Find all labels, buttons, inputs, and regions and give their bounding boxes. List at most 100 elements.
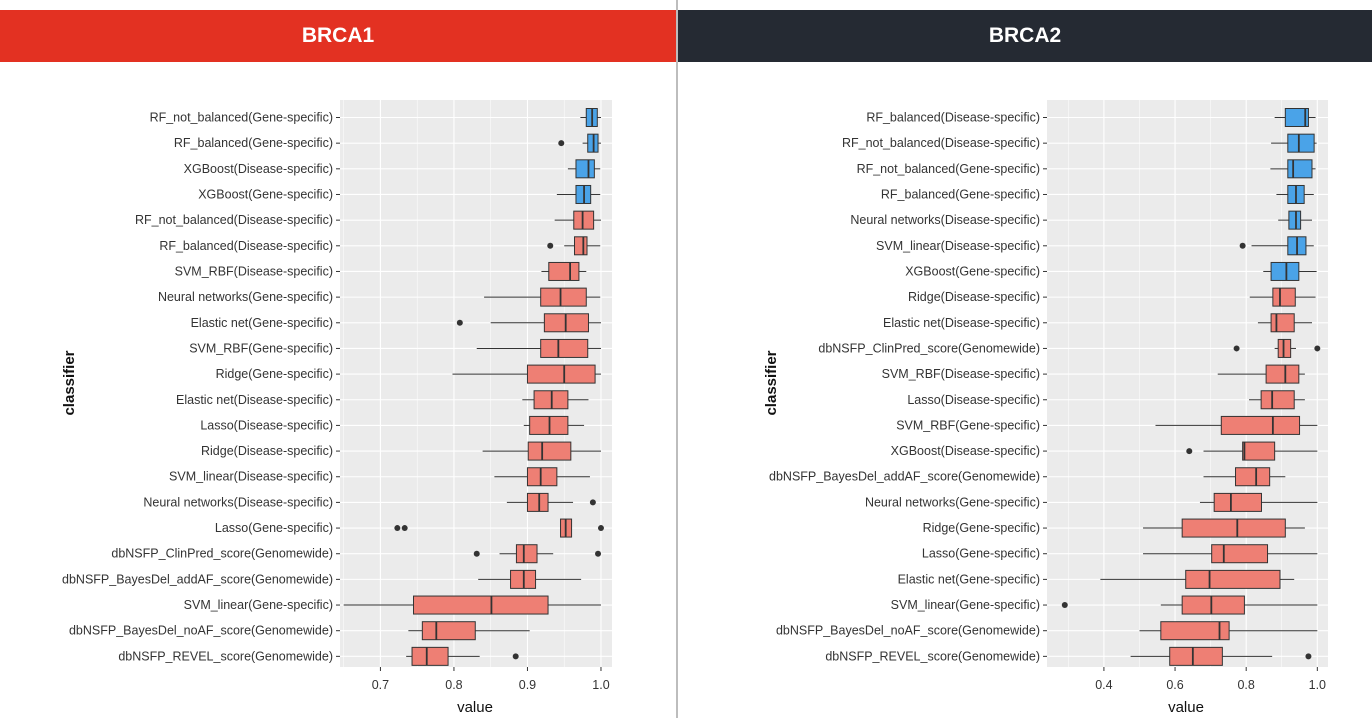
y-tick-label: RF_balanced(Disease-specific) xyxy=(159,239,333,253)
box-5 xyxy=(1239,236,1314,256)
box-13 xyxy=(482,441,601,461)
box-iqr xyxy=(1169,646,1223,666)
brca2-title: BRCA2 xyxy=(988,24,1062,47)
box-iqr xyxy=(1185,569,1281,589)
y-tick-label: Elastic net(Gene-specific) xyxy=(191,316,333,330)
box-6 xyxy=(541,261,587,281)
panel-divider xyxy=(676,0,678,718)
y-tick-label: dbNSFP_ClinPred_score(Genomewide) xyxy=(818,341,1040,355)
outlier-point xyxy=(1239,242,1246,249)
y-tick-label: Ridge(Disease-specific) xyxy=(908,290,1040,304)
y-tick-label: SVM_linear(Disease-specific) xyxy=(876,239,1040,253)
box-21 xyxy=(406,646,519,666)
x-axis-title: value xyxy=(457,699,493,716)
box-16 xyxy=(394,518,604,538)
box-11 xyxy=(1249,390,1305,410)
box-0 xyxy=(1274,108,1316,127)
outlier-point xyxy=(401,525,408,532)
y-tick-label: Neural networks(Gene-specific) xyxy=(865,495,1040,509)
y-tick-label: Ridge(Gene-specific) xyxy=(923,521,1040,535)
y-tick-label: SVM_linear(Gene-specific) xyxy=(184,598,333,612)
y-tick-label: XGBoost(Disease-specific) xyxy=(891,444,1040,458)
outlier-point xyxy=(456,319,463,326)
box-15 xyxy=(1199,492,1318,512)
outlier-point xyxy=(1186,448,1193,455)
y-tick-label: Elastic net(Disease-specific) xyxy=(176,393,333,407)
y-tick-label: dbNSFP_BayesDel_noAF_score(Genomewide) xyxy=(776,624,1040,638)
y-tick-label: Neural networks(Gene-specific) xyxy=(158,290,333,304)
y-tick-label: XGBoost(Disease-specific) xyxy=(184,162,333,176)
box-10 xyxy=(452,364,601,384)
y-axis-title: classifier xyxy=(61,350,78,415)
box-iqr xyxy=(1181,595,1245,615)
x-tick-label: 0.9 xyxy=(519,678,536,692)
brca1-title: BRCA1 xyxy=(301,24,375,47)
box-iqr xyxy=(515,544,538,564)
box-7 xyxy=(1249,287,1316,307)
box-18 xyxy=(1100,569,1295,589)
y-tick-label: dbNSFP_BayesDel_addAF_score(Genomewide) xyxy=(769,470,1040,484)
brca1-title-strip: BRCA1 xyxy=(0,10,676,62)
outlier-point xyxy=(1314,345,1321,352)
box-14 xyxy=(494,467,590,487)
outlier-point xyxy=(1061,602,1068,609)
y-tick-label: Lasso(Gene-specific) xyxy=(922,547,1040,561)
box-iqr xyxy=(1284,108,1309,127)
box-7 xyxy=(484,287,601,307)
box-4 xyxy=(554,210,601,230)
y-tick-label: dbNSFP_REVEL_score(Genomewide) xyxy=(825,649,1040,663)
y-tick-label: XGBoost(Gene-specific) xyxy=(905,264,1040,278)
box-20 xyxy=(1139,621,1318,641)
box-iqr xyxy=(540,287,587,307)
box-iqr xyxy=(573,210,595,230)
box-19 xyxy=(1061,595,1318,615)
x-tick-label: 1.0 xyxy=(592,678,609,692)
y-tick-label: dbNSFP_BayesDel_noAF_score(Genomewide) xyxy=(69,624,333,638)
y-tick-label: SVM_linear(Gene-specific) xyxy=(891,598,1040,612)
box-1 xyxy=(1271,133,1317,153)
outlier-point xyxy=(512,653,519,660)
box-3 xyxy=(556,184,601,204)
outlier-point xyxy=(558,140,565,147)
y-tick-label: RF_balanced(Gene-specific) xyxy=(174,136,333,150)
outlier-point xyxy=(1305,653,1312,660)
x-tick-label: 0.8 xyxy=(1237,678,1254,692)
y-tick-label: Lasso(Disease-specific) xyxy=(907,393,1040,407)
box-iqr xyxy=(1181,518,1286,538)
box-iqr xyxy=(540,338,589,358)
y-tick-label: XGBoost(Gene-specific) xyxy=(198,187,333,201)
box-17 xyxy=(1143,544,1318,564)
y-tick-label: Ridge(Gene-specific) xyxy=(216,367,333,381)
y-tick-label: SVM_linear(Disease-specific) xyxy=(169,470,333,484)
box-16 xyxy=(1143,518,1305,538)
brca2-boxplot: RF_balanced(Disease-specific) RF_not_bala… xyxy=(763,100,1328,716)
box-5 xyxy=(547,236,601,256)
y-axis-title: classifier xyxy=(763,350,780,415)
box-15 xyxy=(506,492,596,512)
box-iqr xyxy=(526,492,549,512)
brca2-title-strip: BRCA2 xyxy=(678,10,1372,62)
box-iqr xyxy=(1242,441,1276,461)
box-iqr xyxy=(526,364,596,384)
y-tick-label: RF_balanced(Gene-specific) xyxy=(881,187,1040,201)
brca1-boxplot: RF_not_balanced(Gene-specific) RF_balance… xyxy=(61,100,612,716)
box-8 xyxy=(1257,313,1312,333)
box-3 xyxy=(1276,184,1314,204)
outlier-point xyxy=(394,525,401,532)
box-iqr xyxy=(413,595,549,615)
x-tick-label: 1.0 xyxy=(1309,678,1326,692)
y-tick-label: Lasso(Disease-specific) xyxy=(200,418,333,432)
box-8 xyxy=(456,313,601,333)
outlier-point xyxy=(473,550,480,557)
box-iqr xyxy=(1287,133,1315,153)
box-10 xyxy=(1217,364,1305,384)
box-iqr xyxy=(411,646,449,666)
y-tick-label: dbNSFP_ClinPred_score(Genomewide) xyxy=(111,547,333,561)
box-9 xyxy=(1233,338,1321,358)
box-11 xyxy=(522,390,589,410)
box-18 xyxy=(478,569,582,589)
x-tick-label: 0.8 xyxy=(445,678,462,692)
box-4 xyxy=(1278,210,1312,230)
box-iqr xyxy=(1213,492,1262,512)
y-tick-label: dbNSFP_BayesDel_addAF_score(Genomewide) xyxy=(62,572,333,586)
